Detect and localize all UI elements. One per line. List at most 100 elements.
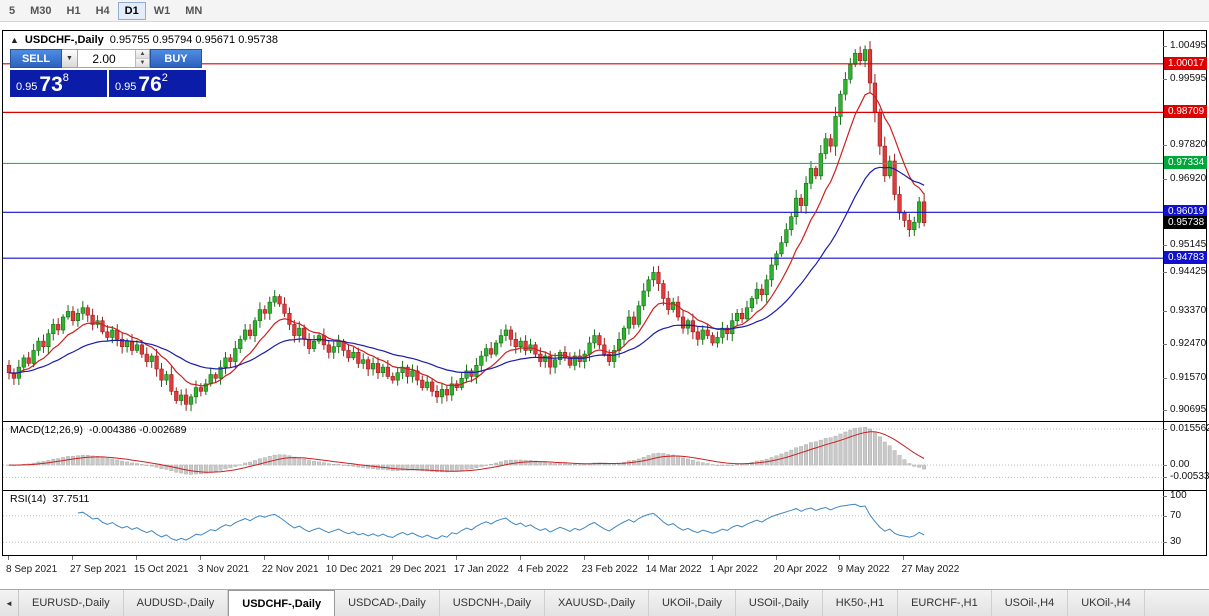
time-tick xyxy=(8,556,9,560)
sell-button[interactable]: SELL xyxy=(10,49,62,68)
chart-symbol-title: USDCHF-,Daily xyxy=(24,34,104,46)
axis-label xyxy=(1163,377,1167,379)
price-axis-divider xyxy=(1163,31,1164,555)
rsi-indicator-label: RSI(14) xyxy=(10,493,47,505)
time-label: 20 Apr 2022 xyxy=(773,564,828,575)
chart-title-row: ▲ USDCHF-,Daily 0.95755 0.95794 0.95671 … xyxy=(10,34,278,46)
axis-label: 0.93370 xyxy=(1170,304,1207,316)
axis-label: 0.92470 xyxy=(1170,338,1207,350)
timeframe-button-5[interactable]: 5 xyxy=(9,4,16,17)
tab-usoil-daily[interactable]: USOil-,Daily xyxy=(736,590,823,616)
timeframe-button-h1[interactable]: H1 xyxy=(66,4,81,17)
axis-label: -0.005335 xyxy=(1170,471,1209,483)
time-tick xyxy=(391,556,393,560)
collapse-trade-panel-icon[interactable]: ▲ xyxy=(10,35,19,45)
axis-label: 0.00 xyxy=(1170,459,1190,470)
axis-label xyxy=(1163,515,1167,517)
rsi-indicator-value: 37.7511 xyxy=(52,493,90,505)
time-label: 27 May 2022 xyxy=(901,564,960,575)
axis-label: 0.97820 xyxy=(1170,139,1207,151)
time-label: 23 Feb 2022 xyxy=(581,564,638,575)
volume-up-icon[interactable]: ▲ xyxy=(136,50,149,59)
timeframe-button-mn[interactable]: MN xyxy=(185,4,203,17)
axis-label: 70 xyxy=(1170,509,1182,521)
axis-label: 0.95145 xyxy=(1170,238,1207,250)
axis-label xyxy=(1163,428,1167,430)
time-tick xyxy=(775,556,777,560)
time-label: 29 Dec 2021 xyxy=(389,564,447,575)
tab-scroll-left-icon[interactable]: ◄ xyxy=(0,590,19,616)
tab-xauusd-daily[interactable]: XAUUSD-,Daily xyxy=(545,590,649,616)
axis-label xyxy=(1163,344,1167,346)
price-level-badge: 0.95738 xyxy=(1164,215,1208,229)
time-label: 15 Oct 2021 xyxy=(133,564,189,575)
tab-audusd-daily[interactable]: AUDUSD-,Daily xyxy=(124,590,229,616)
time-scale[interactable]: 8 Sep 2021 27 Sep 2021 15 Oct 2021 3 Nov 20… xyxy=(2,556,1207,586)
time-label: 22 Nov 2021 xyxy=(261,564,319,575)
price-level-badge: 1.00017 xyxy=(1164,56,1208,70)
axis-label xyxy=(1163,465,1167,466)
macd-indicator-label: MACD(12,26,9) xyxy=(10,424,83,436)
buy-quote-pipette: 2 xyxy=(161,72,168,84)
order-dropdown-icon[interactable]: ▼ xyxy=(62,49,78,68)
rsi-chart xyxy=(3,503,1163,543)
axis-label: 0.015562 xyxy=(1170,422,1209,434)
price-level-badge: 0.97334 xyxy=(1164,156,1208,170)
timeframe-button-w1[interactable]: W1 xyxy=(153,4,171,17)
time-tick xyxy=(455,556,457,560)
time-label: 9 May 2022 xyxy=(837,564,890,575)
buy-button[interactable]: BUY xyxy=(150,49,202,68)
panel-separator[interactable] xyxy=(3,421,1206,422)
time-tick xyxy=(71,556,73,560)
tab-eurusd-daily[interactable]: EURUSD-,Daily xyxy=(19,590,124,616)
volume-input[interactable] xyxy=(78,51,130,66)
timeframe-toolbar: 5 M30 H1 H4 D1 W1 MN xyxy=(0,0,1209,22)
tab-usdcad-daily[interactable]: USDCAD-,Daily xyxy=(335,590,440,616)
axis-label: 0.91570 xyxy=(1170,371,1207,383)
sell-quote-button[interactable]: 0.95 73 8 xyxy=(10,70,107,97)
tab-hk50-h1[interactable]: HK50-,H1 xyxy=(823,590,899,616)
axis-label xyxy=(1163,410,1167,412)
axis-label xyxy=(1163,477,1167,479)
axis-label xyxy=(1163,79,1167,81)
time-tick xyxy=(583,556,585,560)
time-label: 10 Dec 2021 xyxy=(325,564,383,575)
time-label: 8 Sep 2021 xyxy=(6,564,58,575)
time-tick xyxy=(903,556,905,560)
axis-label xyxy=(1163,145,1167,147)
candlestick-chart xyxy=(3,41,1163,412)
axis-label: 30 xyxy=(1170,536,1182,548)
axis-label xyxy=(1163,46,1167,48)
timeframe-button-h4[interactable]: H4 xyxy=(95,4,110,17)
axis-label xyxy=(1163,178,1167,180)
axis-label: 0.90695 xyxy=(1170,404,1207,416)
panel-separator[interactable] xyxy=(3,490,1206,491)
tab-usdchf-daily[interactable]: USDCHF-,Daily xyxy=(228,590,336,616)
time-tick xyxy=(135,556,137,560)
one-click-trading-widget: SELL ▼ ▲ ▼ BUY xyxy=(10,49,202,68)
chart-tab-bar: ◄ EURUSD-,Daily AUDUSD-,Daily USDCHF-,Dail… xyxy=(0,589,1209,616)
price-scale[interactable]: 1.00495 0.99595 0.97820 0.96920 0.95145 0.944… xyxy=(1163,0,1209,616)
buy-quote-button[interactable]: 0.95 76 2 xyxy=(109,70,206,97)
axis-label: 100 xyxy=(1170,490,1187,501)
timeframe-button-m30[interactable]: M30 xyxy=(30,4,52,17)
time-tick xyxy=(711,556,713,560)
sell-quote-pipette: 8 xyxy=(62,72,69,84)
time-label: 17 Jan 2022 xyxy=(453,564,509,575)
macd-indicator-panel[interactable]: MACD(12,26,9) -0.004386 -0.002689 xyxy=(3,422,1163,489)
timeframe-button-d1[interactable]: D1 xyxy=(117,1,146,20)
time-label: 3 Nov 2021 xyxy=(197,564,250,575)
volume-down-icon[interactable]: ▼ xyxy=(136,59,149,67)
tab-ukoil-h4[interactable]: UKOil-,H4 xyxy=(1068,590,1145,616)
tab-usdcnh-daily[interactable]: USDCNH-,Daily xyxy=(440,590,545,616)
chart-window: ▲ USDCHF-,Daily 0.95755 0.95794 0.95671 … xyxy=(2,30,1207,556)
time-tick xyxy=(327,556,329,560)
price-chart-panel[interactable]: ▲ USDCHF-,Daily 0.95755 0.95794 0.95671 … xyxy=(3,31,1163,421)
time-label: 27 Sep 2021 xyxy=(69,564,127,575)
rsi-indicator-panel[interactable]: RSI(14) 37.7511 xyxy=(3,491,1163,555)
macd-label-row: MACD(12,26,9) -0.004386 -0.002689 xyxy=(10,424,186,436)
tab-usoil-h4[interactable]: USOil-,H4 xyxy=(992,590,1069,616)
tab-ukoil-daily[interactable]: UKOil-,Daily xyxy=(649,590,736,616)
tab-eurchf-h1[interactable]: EURCHF-,H1 xyxy=(898,590,992,616)
